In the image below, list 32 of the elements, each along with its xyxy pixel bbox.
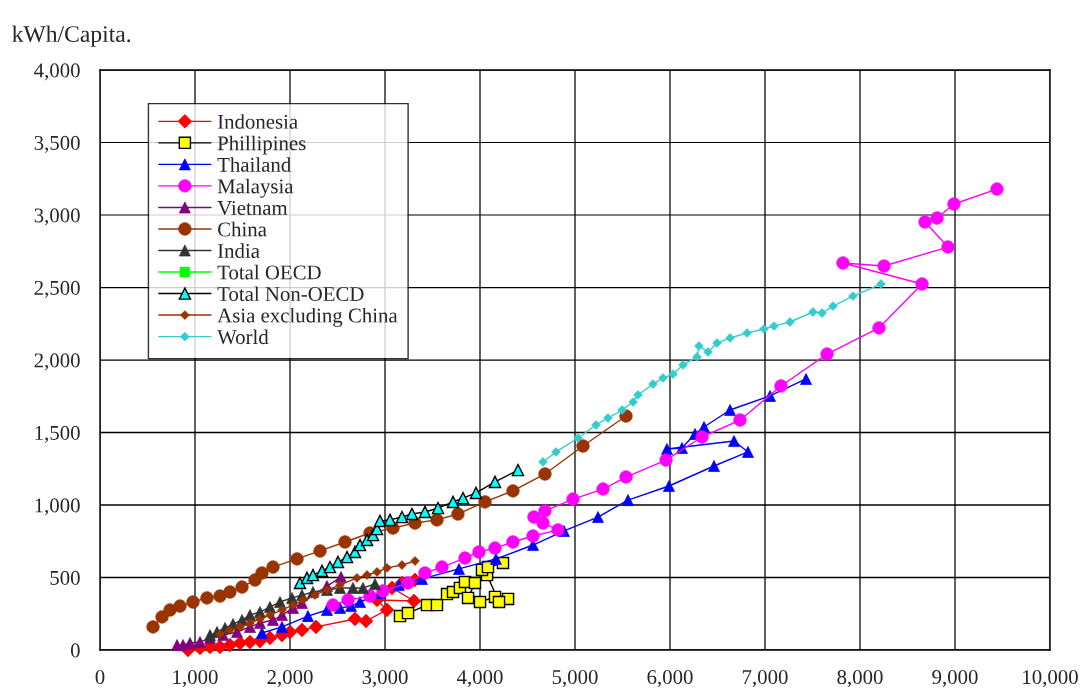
x-tick-label: 0 [95, 670, 105, 685]
x-tick-label: 9,000 [932, 670, 978, 688]
x-tick-label: 6,000 [647, 670, 693, 688]
legend-label: Malaysia [217, 178, 294, 198]
legend-label: Vietnam [217, 200, 288, 216]
x-tick-label: 8,000 [837, 670, 883, 688]
legend-label: Total Non-OECD [217, 286, 364, 302]
y-tick-label: 3,500 [34, 135, 80, 153]
y-tick-label: 4,000 [34, 63, 80, 81]
legend-label: China [218, 221, 267, 237]
y-tick-label: 2,000 [34, 353, 80, 371]
y-axis-title: kWh/Capita. [12, 25, 131, 47]
y-tick-label: 3,000 [34, 208, 80, 226]
y-tick-label: 1,000 [35, 498, 80, 516]
legend-label: World [217, 329, 269, 345]
legend-label: India [217, 243, 260, 258]
y-tick-label: 1,500 [35, 425, 80, 443]
legend-label: Total OECD [217, 264, 321, 280]
x-tick-label: 10,000 [1023, 670, 1078, 688]
legend-label: Asia excluding China [217, 307, 398, 327]
x-tick-label: 2,000 [267, 670, 313, 688]
x-tick-label: 5,000 [552, 670, 598, 688]
x-tick-label: 7,000 [742, 670, 788, 688]
x-tick-label: 3,000 [362, 670, 408, 688]
legend-label: Thailand [217, 157, 291, 172]
x-tick-label: 4,000 [456, 670, 503, 688]
y-tick-label: 500 [50, 570, 80, 585]
x-tick-label: 1,000 [173, 670, 218, 688]
legend-label: Phillipines [217, 135, 306, 155]
y-tick-label: 0 [70, 643, 80, 658]
y-tick-label: 2,500 [34, 280, 80, 298]
legend-label: Indonesia [217, 114, 298, 129]
